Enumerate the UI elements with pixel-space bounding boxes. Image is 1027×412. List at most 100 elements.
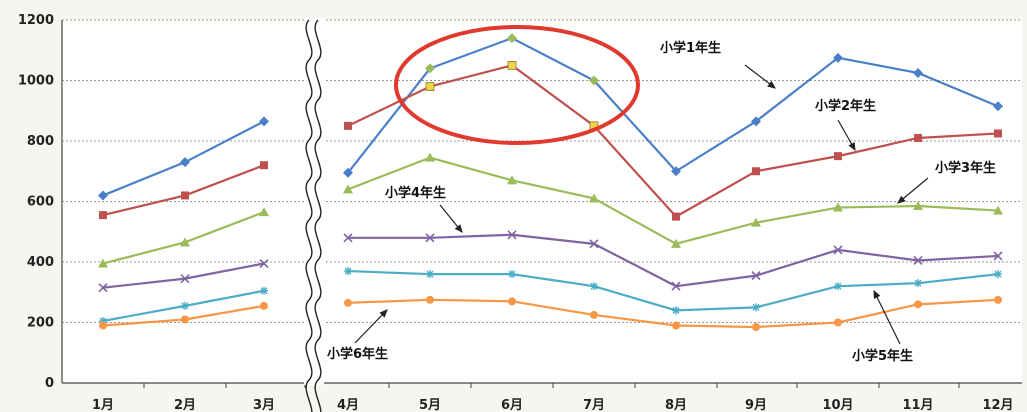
data-point	[752, 167, 760, 176]
series-label-grade5: 小学5年生	[852, 348, 913, 364]
data-point	[343, 233, 353, 243]
data-point	[914, 133, 922, 142]
label-arrow	[354, 309, 388, 344]
data-point	[671, 238, 681, 248]
data-point	[508, 270, 516, 279]
data-point	[672, 306, 680, 315]
axis-break-marker	[304, 18, 324, 412]
data-point	[994, 295, 1002, 304]
series-1	[98, 33, 1003, 201]
y-tick-label: 400	[27, 255, 54, 270]
data-point	[589, 239, 599, 249]
data-point	[98, 258, 108, 268]
label-arrows	[354, 64, 929, 345]
data-point	[994, 270, 1002, 279]
x-tick-label: 5月	[419, 398, 441, 412]
y-tick-label: 200	[27, 316, 54, 331]
x-tick-label: 6月	[501, 398, 523, 412]
series-5	[99, 267, 1002, 325]
data-point	[834, 152, 842, 161]
x-tick-label: 11月	[902, 398, 933, 412]
series-lines	[98, 33, 1003, 332]
data-point	[507, 33, 517, 44]
data-point	[99, 211, 107, 220]
data-point	[99, 321, 107, 330]
data-point	[672, 321, 680, 330]
data-point	[993, 251, 1003, 261]
data-point	[507, 230, 517, 240]
data-point	[590, 282, 598, 291]
data-point	[913, 255, 923, 266]
break-wave-left	[305, 19, 313, 412]
data-point	[425, 233, 435, 243]
data-point	[507, 60, 517, 70]
data-point	[180, 274, 190, 284]
data-point	[426, 270, 434, 279]
data-point	[344, 121, 352, 130]
data-point	[833, 52, 843, 63]
x-tick-label: 10月	[822, 398, 853, 412]
data-point	[425, 63, 435, 74]
data-point	[508, 297, 516, 306]
x-axis-tick-labels: 1月 2月 3月 4月 5月 6月 7月 8月 9月 10月 11月 12月	[92, 383, 1014, 412]
x-tick-label: 9月	[745, 398, 767, 412]
data-point	[344, 298, 352, 307]
y-tick-label: 1200	[18, 13, 54, 28]
data-point	[260, 161, 268, 170]
data-point	[180, 237, 190, 247]
data-point	[993, 101, 1003, 112]
break-gap	[304, 18, 324, 385]
data-point	[259, 116, 269, 127]
data-point	[180, 157, 190, 168]
data-point	[426, 295, 434, 304]
data-point	[993, 205, 1003, 215]
data-point	[98, 190, 108, 201]
data-point	[913, 201, 923, 211]
x-tick-label: 2月	[174, 398, 196, 412]
data-point	[914, 300, 922, 309]
break-wave-right	[314, 19, 322, 412]
data-point	[751, 271, 761, 281]
gridlines	[61, 19, 1022, 384]
series-label-grade2: 小学2年生	[815, 98, 876, 114]
series-label-grade4: 小学4年生	[385, 185, 446, 201]
x-tick-label: 4月	[337, 398, 359, 412]
highlight-ellipse	[394, 25, 640, 145]
data-point	[425, 82, 435, 91]
data-point	[343, 167, 353, 178]
data-point	[833, 202, 843, 212]
x-tick-label: 12月	[982, 398, 1013, 412]
y-tick-label: 1000	[18, 74, 54, 89]
x-tick-label: 8月	[665, 398, 687, 412]
data-point	[834, 318, 842, 327]
y-tick-label: 600	[27, 195, 54, 210]
data-point	[589, 75, 599, 86]
data-point	[590, 310, 598, 319]
data-point	[181, 301, 189, 310]
series-label-grade1: 小学1年生	[660, 40, 721, 56]
data-point	[994, 129, 1002, 138]
data-point	[589, 193, 599, 203]
y-tick-label: 800	[27, 134, 54, 149]
label-arrow	[873, 289, 901, 345]
series-3	[98, 152, 1003, 268]
data-point	[344, 267, 352, 276]
data-point	[99, 316, 107, 325]
data-point	[671, 281, 681, 291]
data-point	[260, 301, 268, 310]
data-point	[751, 217, 761, 227]
data-point	[425, 152, 435, 162]
label-arrow	[897, 177, 929, 204]
series-label-grade6: 小学6年生	[327, 346, 388, 362]
data-point	[752, 303, 760, 312]
series-label-grade3: 小学3年生	[935, 160, 996, 176]
data-point	[181, 191, 189, 200]
x-tick-label: 3月	[253, 398, 275, 412]
data-point	[259, 258, 269, 269]
data-point	[834, 282, 842, 291]
x-tick-label: 7月	[583, 398, 605, 412]
highlight-ellipse-shape	[394, 25, 640, 145]
data-point	[507, 175, 517, 185]
data-point	[913, 67, 923, 78]
